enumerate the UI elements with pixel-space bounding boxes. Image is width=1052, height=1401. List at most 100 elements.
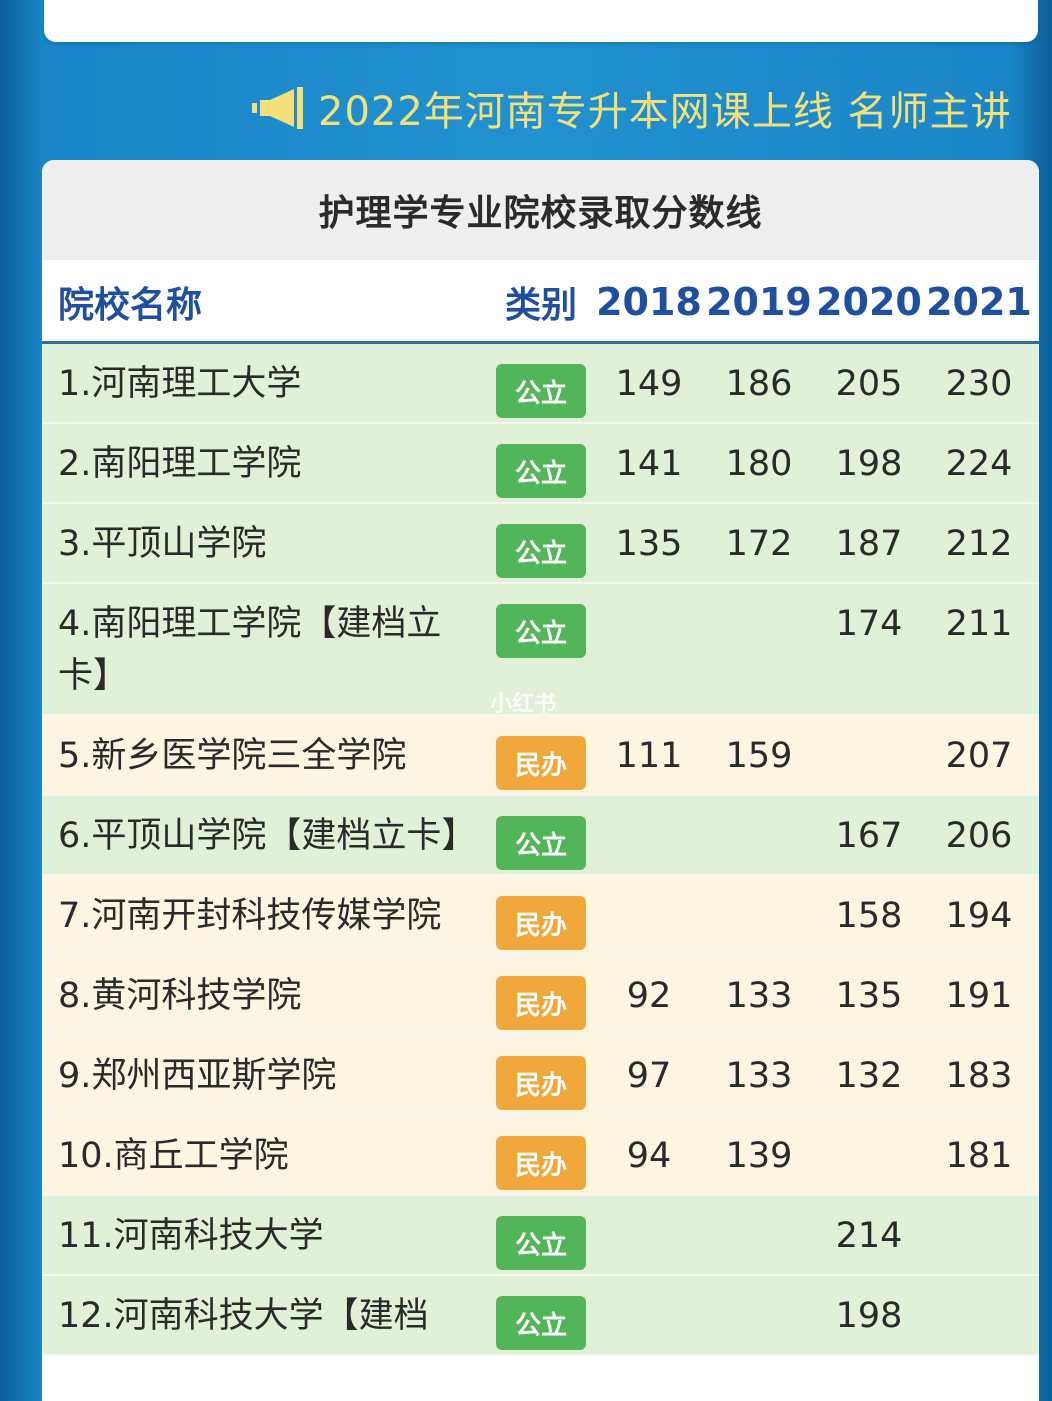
type-badge: 民办 [496, 896, 586, 950]
type-cell: 公立 [488, 584, 594, 658]
score-2020: 135 [835, 976, 903, 1016]
score-2019 [704, 1276, 814, 1290]
table-row: 8.黄河科技学院 民办 92 133 135 191 [42, 956, 1039, 1036]
score-2019: 133 [725, 1056, 793, 1096]
score-2021: 183 [945, 1056, 1013, 1096]
score-2020: 205 [835, 364, 903, 404]
header-type: 类别 [504, 284, 577, 326]
school-name: 2.南阳理工学院 [58, 444, 302, 484]
score-2021: 194 [945, 896, 1013, 936]
type-cell: 民办 [488, 716, 594, 790]
table-row: 1.河南理工大学 公立 149 186 205 230 [42, 344, 1039, 424]
score-2019 [704, 876, 814, 890]
type-cell: 公立 [488, 1276, 594, 1350]
score-2020: 198 [835, 1296, 903, 1336]
type-badge: 公立 [496, 1216, 586, 1270]
type-cell: 公立 [488, 504, 594, 578]
table-row: 3.平顶山学院 公立 135 172 187 212 [42, 504, 1039, 584]
score-2021: 230 [945, 364, 1013, 404]
score-2019 [704, 796, 814, 810]
type-cell: 民办 [488, 956, 594, 1030]
score-2018: 97 [626, 1056, 672, 1096]
school-name: 11.河南科技大学 [58, 1216, 324, 1256]
type-cell: 公立 [488, 424, 594, 498]
table-title: 护理学专业院校录取分数线 [42, 160, 1039, 262]
type-badge: 民办 [496, 1136, 586, 1190]
table-row: 5.新乡医学院三全学院 民办 111 159 207 [42, 716, 1039, 796]
score-table-card: 护理学专业院校录取分数线 院校名称 类别 2018 2019 2020 2021… [42, 160, 1039, 1401]
table-row: 11.河南科技大学 公立 214 [42, 1196, 1039, 1276]
top-card [44, 0, 1038, 42]
score-2021: 206 [945, 816, 1013, 856]
score-2020: 174 [835, 604, 903, 644]
watermark: 小红书 [490, 692, 557, 717]
table-row: 6.平顶山学院【建档立卡】 公立 167 206 [42, 796, 1039, 876]
type-badge: 民办 [496, 736, 586, 790]
school-name: 9.郑州西亚斯学院 [58, 1056, 337, 1096]
table-header: 院校名称 类别 2018 2019 2020 2021 [42, 262, 1039, 344]
type-badge: 公立 [496, 604, 586, 658]
table-row: 12.河南科技大学【建档 公立 198 [42, 1276, 1039, 1356]
score-2021: 181 [945, 1136, 1013, 1176]
score-2020: 214 [835, 1216, 903, 1256]
table-row: 9.郑州西亚斯学院 民办 97 133 132 183 [42, 1036, 1039, 1116]
score-2018: 111 [615, 736, 683, 776]
score-2021: 212 [945, 524, 1013, 564]
score-2018: 141 [615, 444, 683, 484]
school-name: 12.河南科技大学【建档 [58, 1296, 429, 1336]
score-2021 [924, 1276, 1034, 1290]
score-2019: 133 [725, 976, 793, 1016]
score-2021 [924, 1196, 1034, 1210]
score-2019: 159 [725, 736, 793, 776]
header-year-2019: 2019 [706, 279, 812, 324]
score-2018: 92 [626, 976, 672, 1016]
score-2018 [594, 876, 704, 890]
type-badge: 民办 [496, 976, 586, 1030]
school-name: 7.河南开封科技传媒学院 [58, 896, 442, 936]
score-2020: 132 [835, 1056, 903, 1096]
type-badge: 公立 [496, 364, 586, 418]
type-cell: 公立 [488, 796, 594, 870]
score-2020: 198 [835, 444, 903, 484]
score-2019: 172 [725, 524, 793, 564]
header-name: 院校名称 [58, 284, 203, 326]
score-2021: 211 [945, 604, 1013, 644]
type-cell: 民办 [488, 1116, 594, 1190]
type-badge: 公立 [496, 816, 586, 870]
score-2020 [814, 1116, 924, 1130]
table-row: 10.商丘工学院 民办 94 139 181 [42, 1116, 1039, 1196]
type-badge: 公立 [496, 524, 586, 578]
table-row: 2.南阳理工学院 公立 141 180 198 224 [42, 424, 1039, 504]
score-2018: 149 [615, 364, 683, 404]
score-2019: 139 [725, 1136, 793, 1176]
school-name: 3.平顶山学院 [58, 524, 267, 564]
megaphone-icon [252, 87, 303, 129]
score-2018: 94 [626, 1136, 672, 1176]
banner-text: 2022年河南专升本网课上线 名师主讲 [318, 89, 1012, 135]
score-2019: 186 [725, 364, 793, 404]
school-name: 4.南阳理工学院【建档立卡】 [58, 604, 442, 696]
score-2020: 167 [835, 816, 903, 856]
type-cell: 公立 [488, 1196, 594, 1270]
header-year-2021: 2021 [926, 279, 1032, 324]
type-badge: 公立 [496, 444, 586, 498]
score-2018 [594, 796, 704, 810]
type-badge: 民办 [496, 1056, 586, 1110]
type-badge: 公立 [496, 1296, 586, 1350]
school-name: 1.河南理工大学 [58, 364, 302, 404]
type-cell: 民办 [488, 1036, 594, 1110]
score-2019: 180 [725, 444, 793, 484]
score-2018 [594, 1276, 704, 1290]
score-2020: 158 [835, 896, 903, 936]
promo-banner[interactable]: 2022年河南专升本网课上线 名师主讲 [250, 80, 1050, 136]
score-2018 [594, 1196, 704, 1210]
type-cell: 公立 [488, 344, 594, 418]
score-2021: 224 [945, 444, 1013, 484]
type-cell: 民办 [488, 876, 594, 950]
school-name: 8.黄河科技学院 [58, 976, 302, 1016]
school-name: 6.平顶山学院【建档立卡】 [58, 816, 477, 856]
score-2018: 135 [615, 524, 683, 564]
table-row: 4.南阳理工学院【建档立卡】 公立 174 211 [42, 584, 1039, 716]
score-2019 [704, 1196, 814, 1210]
score-2021: 207 [945, 736, 1013, 776]
